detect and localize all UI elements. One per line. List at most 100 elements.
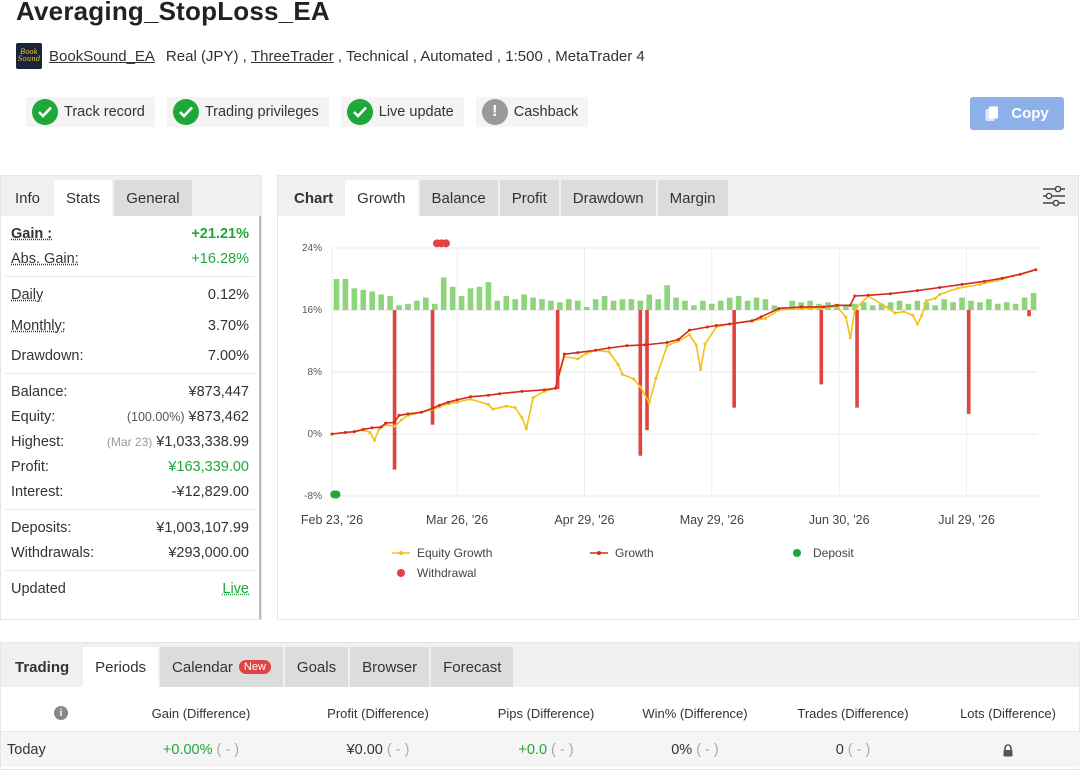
tab-balance[interactable]: Balance	[419, 180, 498, 216]
badge-trading-privileges: Trading privileges	[166, 97, 329, 127]
growth-chart[interactable]: 24% 16% 8% 0% -8% Feb 23, '26 Mar 26, '26 Apr 2…	[278, 218, 1078, 618]
profit-bar	[458, 296, 465, 310]
equity-growth-line-point	[911, 313, 915, 317]
equity-growth-line-point	[694, 343, 698, 347]
cell-gain: +0.00%( - )	[162, 742, 240, 758]
x-tick-label: Feb 23, '26	[301, 513, 363, 527]
y-tick-label: 24%	[302, 243, 322, 254]
equity-growth-line-point	[504, 404, 508, 408]
profit-bar	[530, 297, 536, 310]
withdrawal-marker	[441, 239, 450, 248]
stat-profit: Profit: ¥163,339.00	[11, 458, 249, 475]
growth-line-point	[455, 398, 459, 402]
growth-line-point	[915, 289, 919, 293]
tab-growth[interactable]: Growth	[345, 180, 418, 216]
profit-bar	[700, 300, 706, 310]
profit-bar	[887, 302, 894, 310]
tab-goals[interactable]: Goals	[284, 647, 349, 687]
table-row: Today +0.00%( - ) ¥0.00( - ) +0.0( - ) 0…	[1, 731, 1080, 767]
profit-bar	[851, 303, 858, 310]
tab-profit[interactable]: Profit	[499, 180, 559, 216]
stats-scrollbar[interactable]	[259, 216, 261, 619]
equity-growth-line-point	[665, 344, 669, 348]
tab-browser[interactable]: Browser	[350, 647, 430, 687]
profit-bar	[494, 300, 501, 310]
growth-line-point	[822, 305, 826, 309]
equity-growth-line-point	[699, 368, 703, 372]
growth-line-point	[889, 292, 893, 296]
author-logo[interactable]: Book Sound	[16, 43, 42, 69]
growth-line-point	[799, 305, 803, 309]
profit-bar	[771, 305, 778, 310]
growth-line-point	[446, 400, 450, 404]
tab-info[interactable]: Info	[15, 189, 41, 207]
info-icon[interactable]: i	[54, 706, 68, 720]
profit-bar	[333, 279, 340, 310]
tab-periods[interactable]: Periods	[83, 647, 159, 687]
equity-growth-line-point	[687, 333, 691, 337]
tab-chart[interactable]: Chart	[294, 189, 334, 207]
equity-growth-line-point	[377, 427, 381, 431]
profit-bar	[1030, 292, 1037, 310]
profit-bar	[628, 299, 635, 310]
profit-bar	[682, 300, 688, 310]
copy-button[interactable]: Copy	[970, 97, 1064, 130]
stat-abs-gain: Abs. Gain: +16.28%	[11, 250, 249, 267]
profit-bar	[709, 303, 715, 310]
cell-lots	[928, 732, 1080, 768]
tab-margin[interactable]: Margin	[657, 180, 728, 216]
equity-growth-line-point	[616, 362, 620, 366]
profit-bar	[574, 300, 581, 310]
growth-line-point	[498, 392, 502, 396]
stat-daily: Daily 0.12%	[11, 286, 249, 303]
header-pips: Pips (Difference)	[497, 705, 595, 721]
tab-stats[interactable]: Stats	[54, 180, 113, 216]
equity-growth-line-point	[524, 427, 528, 431]
equity-growth-line-point	[933, 296, 937, 300]
withdrawal-bar	[1027, 310, 1031, 317]
equity-growth-line-point	[638, 385, 642, 389]
equity-growth-line-point	[368, 430, 372, 434]
broker-link[interactable]: ThreeTrader	[250, 47, 334, 65]
tab-forecast[interactable]: Forecast	[431, 647, 514, 687]
growth-line-point	[835, 303, 839, 307]
periods-panel: Trading Periods Calendar New Goals Browse…	[0, 642, 1080, 770]
profit-bar	[378, 294, 384, 310]
tab-general[interactable]: General	[114, 180, 192, 216]
growth-line-point	[759, 315, 763, 319]
profit-bar	[789, 300, 796, 310]
deposit-marker	[332, 490, 341, 499]
status-badges: Track record Trading privileges Live upd…	[26, 97, 600, 127]
withdrawal-bar	[638, 310, 643, 456]
equity-growth-line-point	[920, 313, 924, 317]
growth-line-point	[750, 319, 754, 323]
profit-bar	[691, 305, 697, 310]
profit-bar	[914, 300, 921, 310]
growth-line-point	[553, 386, 557, 390]
growth-line-point	[343, 430, 347, 434]
stat-withdrawals: Withdrawals: ¥293,000.00	[11, 544, 249, 561]
equity-growth-line-point	[915, 322, 919, 326]
growth-line-point	[866, 293, 870, 297]
y-tick-label: 8%	[308, 367, 323, 378]
profit-bar	[601, 296, 608, 310]
tab-calendar[interactable]: Calendar New	[160, 647, 283, 687]
account-type: Real (JPY) ,	[165, 47, 251, 65]
chart-settings-icon[interactable]	[1042, 184, 1066, 208]
profit-bar	[646, 294, 653, 310]
growth-line-point	[361, 427, 365, 431]
legend-swatch	[793, 549, 801, 557]
profit-bar	[557, 302, 563, 310]
stats-panel: Info Stats General Gain : +21.21% Abs. Ga…	[0, 175, 262, 620]
growth-line-point	[469, 395, 473, 399]
tab-trading[interactable]: Trading	[15, 658, 70, 676]
profit-bar	[566, 299, 572, 310]
author-link[interactable]: BookSound_EA	[49, 47, 155, 65]
growth-line-point	[419, 410, 423, 414]
y-tick-label: -8%	[304, 491, 322, 502]
tab-drawdown[interactable]: Drawdown	[560, 180, 656, 216]
growth-line-point	[665, 341, 669, 345]
cell-profit: ¥0.00( - )	[346, 742, 410, 758]
profit-bar	[476, 286, 483, 310]
exclamation-icon: !	[481, 99, 508, 125]
